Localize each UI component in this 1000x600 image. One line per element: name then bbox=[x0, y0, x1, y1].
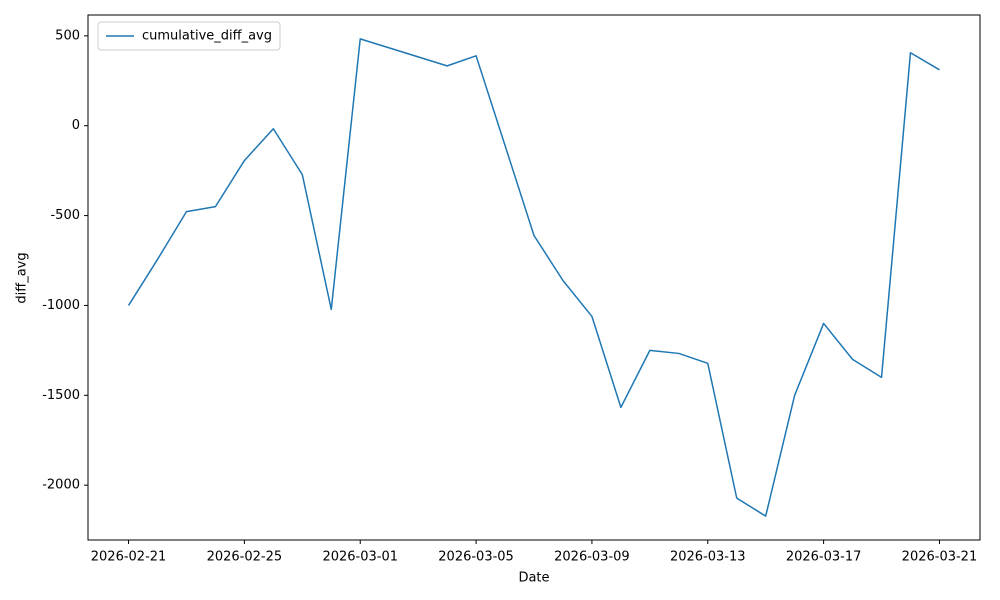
y-tick-label: 0 bbox=[72, 118, 80, 133]
y-tick-label: -1500 bbox=[42, 388, 80, 403]
legend-label: cumulative_diff_avg bbox=[142, 29, 272, 44]
x-axis-label: Date bbox=[518, 571, 549, 586]
x-tick-label: 2026-03-05 bbox=[438, 550, 514, 565]
y-tick-label: -500 bbox=[50, 208, 80, 223]
x-tick-label: 2026-03-17 bbox=[786, 550, 862, 565]
x-tick-label: 2026-03-01 bbox=[322, 550, 398, 565]
data-line bbox=[127, 38, 940, 517]
y-tick-label: -1000 bbox=[42, 298, 80, 313]
y-tick-label: 500 bbox=[55, 28, 80, 43]
y-tick-label: -2000 bbox=[42, 478, 80, 493]
x-tick-label: 2026-02-25 bbox=[207, 550, 283, 565]
x-tick-label: 2026-02-21 bbox=[91, 550, 167, 565]
legend-box bbox=[97, 21, 281, 51]
plot-frame bbox=[87, 14, 981, 541]
x-tick-label: 2026-03-13 bbox=[670, 550, 746, 565]
x-tick-label: 2026-03-09 bbox=[554, 550, 630, 565]
y-axis-label: diff_avg bbox=[15, 252, 30, 303]
x-tick-label: 2026-03-21 bbox=[902, 550, 978, 565]
